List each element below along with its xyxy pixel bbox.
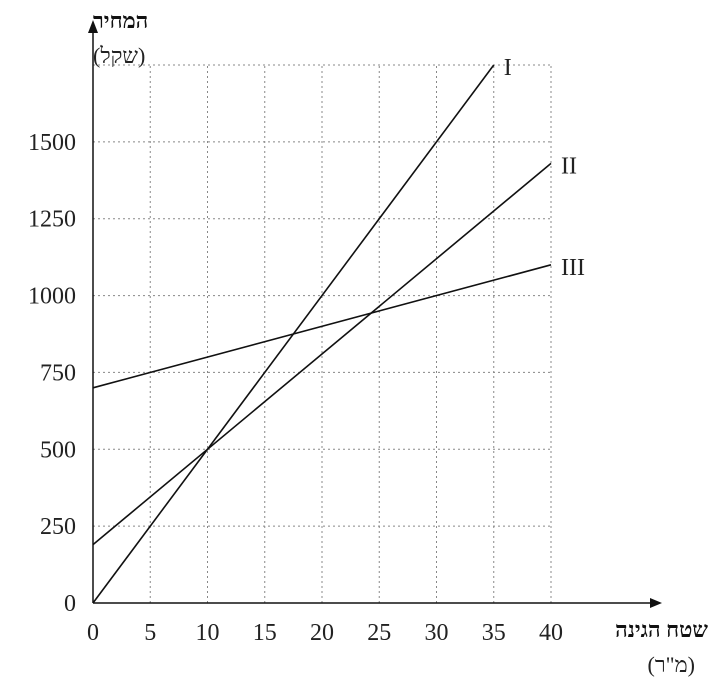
x-axis-unit: (מ"ר) [648, 652, 695, 677]
y-tick-label: 500 [40, 437, 76, 463]
x-tick-label: 25 [367, 620, 391, 646]
x-tick-label: 15 [253, 620, 277, 646]
series-line-ii [92, 162, 552, 546]
x-tick-label: 5 [144, 620, 156, 646]
x-tick-label: 40 [539, 620, 563, 646]
x-tick-label: 10 [196, 620, 220, 646]
y-tick-label: 1000 [28, 284, 76, 310]
y-tick-label: 750 [40, 360, 76, 386]
x-axis-label: שטח הגינה [615, 617, 708, 642]
y-axis-label: המחיר [93, 8, 148, 33]
x-tick-labels: 0 5 10 15 20 25 30 35 40 [87, 620, 563, 646]
series-line-iii [92, 264, 552, 389]
x-tick-label: 30 [425, 620, 449, 646]
y-tick-labels: 0 250 500 750 1000 1250 1500 [28, 130, 76, 617]
series-label-iii: III [561, 255, 585, 281]
series-label-ii: II [561, 153, 577, 179]
y-tick-label: 1250 [28, 207, 76, 233]
x-tick-label: 35 [482, 620, 506, 646]
y-tick-label: 250 [40, 514, 76, 540]
y-tick-label: 1500 [28, 130, 76, 156]
x-tick-label: 20 [310, 620, 334, 646]
y-axis-unit: (שקל) [93, 43, 145, 68]
x-tick-label: 0 [87, 620, 99, 646]
y-axis-arrow-icon [88, 20, 98, 33]
series-label-i: I [504, 55, 512, 81]
axes [88, 20, 662, 608]
y-tick-label: 0 [64, 591, 76, 617]
x-axis-arrow-icon [650, 598, 662, 608]
grid [93, 64, 552, 603]
